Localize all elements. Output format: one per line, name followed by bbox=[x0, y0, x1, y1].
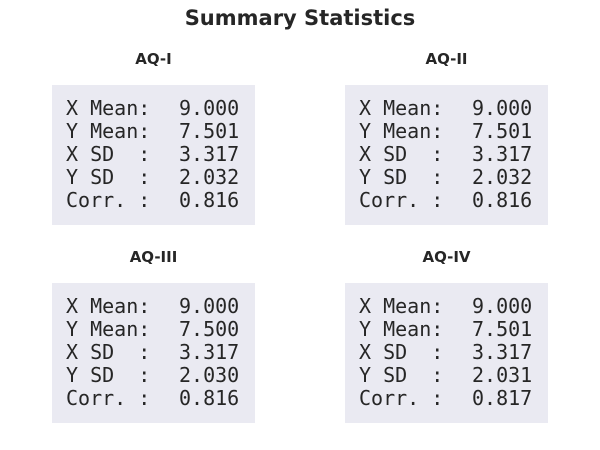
stat-value: 3.317 bbox=[472, 142, 533, 166]
stat-value: 7.501 bbox=[472, 119, 533, 143]
stat-label: Y SD : bbox=[66, 165, 151, 189]
stat-label: Y SD : bbox=[359, 165, 444, 189]
stat-label: Y SD : bbox=[359, 363, 444, 387]
stat-label: X SD : bbox=[359, 340, 444, 364]
stat-value: 2.031 bbox=[472, 363, 533, 387]
stat-label: X SD : bbox=[66, 142, 151, 166]
stat-value: 2.032 bbox=[179, 165, 240, 189]
stat-label: Corr. : bbox=[359, 386, 444, 410]
stats-box bbox=[345, 283, 548, 423]
stat-label: X Mean: bbox=[66, 96, 151, 120]
stat-label: Y SD : bbox=[66, 363, 151, 387]
stat-value: 0.816 bbox=[179, 188, 240, 212]
stat-label: Y Mean: bbox=[359, 119, 444, 143]
stat-value: 0.816 bbox=[179, 386, 240, 410]
stat-value: 3.317 bbox=[179, 340, 240, 364]
stat-label: X Mean: bbox=[359, 294, 444, 318]
stat-value: 3.317 bbox=[179, 142, 240, 166]
stat-value: 3.317 bbox=[472, 340, 533, 364]
stat-value: 2.030 bbox=[179, 363, 240, 387]
stat-value: 2.032 bbox=[472, 165, 533, 189]
stat-value: 9.000 bbox=[472, 96, 533, 120]
stats-box bbox=[52, 85, 255, 225]
stat-label: Y Mean: bbox=[66, 317, 151, 341]
stat-label: Y Mean: bbox=[359, 317, 444, 341]
stat-value: 9.000 bbox=[179, 294, 240, 318]
stat-value: 7.501 bbox=[472, 317, 533, 341]
stat-label: X SD : bbox=[359, 142, 444, 166]
stat-label: X Mean: bbox=[66, 294, 151, 318]
stat-value: 9.000 bbox=[472, 294, 533, 318]
panel-title: AQ-II bbox=[425, 50, 468, 68]
stat-label: Y Mean: bbox=[66, 119, 151, 143]
stat-label: Corr. : bbox=[359, 188, 444, 212]
stat-value: 0.817 bbox=[472, 386, 533, 410]
stat-label: Corr. : bbox=[66, 188, 151, 212]
stat-value: 7.501 bbox=[179, 119, 240, 143]
panel-title: AQ-I bbox=[135, 50, 172, 68]
stat-value: 7.500 bbox=[179, 317, 240, 341]
stat-label: X SD : bbox=[66, 340, 151, 364]
panel-title: AQ-IV bbox=[422, 248, 471, 266]
stat-value: 9.000 bbox=[179, 96, 240, 120]
stats-box bbox=[52, 283, 255, 423]
stat-label: Corr. : bbox=[66, 386, 151, 410]
stats-box bbox=[345, 85, 548, 225]
stat-value: 0.816 bbox=[472, 188, 533, 212]
stat-label: X Mean: bbox=[359, 96, 444, 120]
panel-title: AQ-III bbox=[129, 248, 178, 266]
figure-title: Summary Statistics bbox=[184, 6, 416, 30]
